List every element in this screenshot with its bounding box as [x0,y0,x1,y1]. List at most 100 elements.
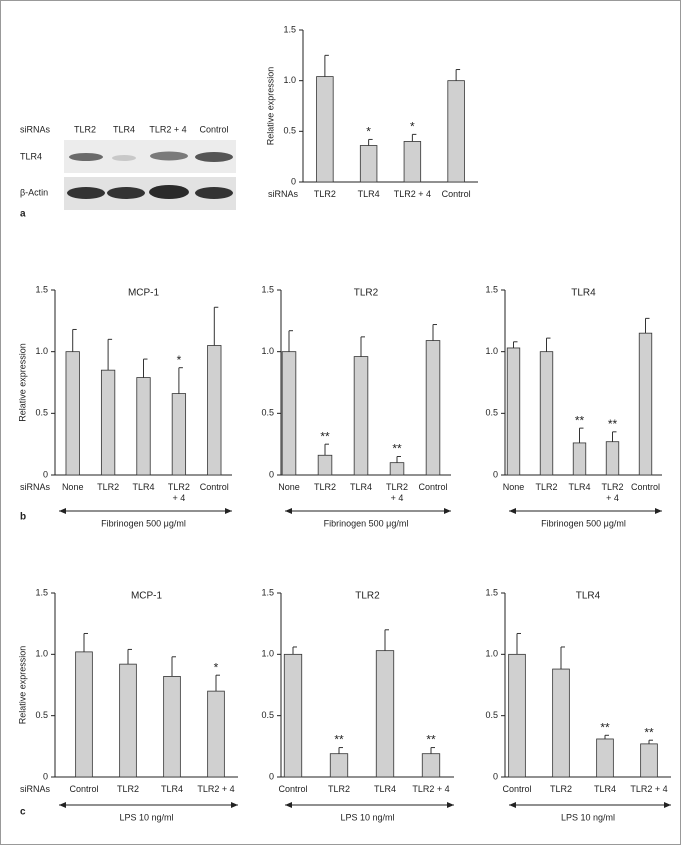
significance-mark: ** [334,733,344,747]
blot-band [150,151,188,161]
blot-lane-label: Control [199,124,228,134]
significance-mark: * [366,125,371,139]
significance-mark: ** [392,442,402,456]
blot-lane-label: TLR4 [113,124,135,134]
significance-mark: ** [644,725,654,739]
bar [207,690,225,778]
y-tick-label: 0 [493,469,498,479]
chart-title: MCP-1 [128,288,160,299]
bar [421,753,441,778]
bar [572,442,587,476]
chart-title: TLR4 [576,591,601,602]
y-tick-label: 1.0 [261,649,274,659]
y-tick-label: 0 [493,771,498,781]
y-tick-label: 0.5 [261,710,274,720]
y-tick-label: 0 [43,771,48,781]
blot-lane-label: TLR2 + 4 [149,124,186,134]
significance-mark: * [214,660,219,674]
bar [539,351,554,476]
y-tick-label: 0.5 [485,710,498,720]
significance-mark: ** [575,413,585,427]
bar [171,393,187,476]
y-tick-label: 0.5 [283,126,296,136]
y-tick-label: 1.5 [35,284,48,294]
bar [283,653,303,778]
bar [596,738,614,778]
significance-mark: * [177,353,182,367]
bar [136,377,151,476]
bar [119,663,137,778]
bar [375,650,395,778]
blot-lane-label: TLR2 [74,124,96,134]
blot-band [195,187,233,199]
y-tick-label: 0.5 [261,408,274,418]
bar [353,356,369,476]
western-blot [64,140,236,210]
bar [163,676,181,778]
y-tick-label: 1.5 [485,587,498,597]
bar [403,141,422,183]
y-axis-label: Relative expression [265,67,275,146]
y-tick-label: 1.5 [283,24,296,34]
blot-band [112,155,136,161]
y-tick-label: 0 [269,469,274,479]
treatment-label: Fibrinogen 500 μg/ml [101,518,186,528]
panel-letter: a [20,209,26,220]
treatment-label: LPS 10 ng/ml [561,812,615,822]
bar [317,454,333,476]
blot-protein-label: β-Actin [20,187,48,197]
bar [508,653,526,778]
bar [316,76,334,183]
bar [329,753,349,778]
significance-mark: * [410,120,415,134]
y-tick-label: 0 [269,771,274,781]
y-tick-label: 0.5 [35,408,48,418]
chart-title: MCP-1 [131,591,163,602]
blot-band [149,185,189,199]
y-tick-label: 1.0 [485,346,498,356]
y-tick-label: 0.5 [35,710,48,720]
treatment-label: LPS 10 ng/ml [119,812,173,822]
y-tick-label: 1.0 [35,649,48,659]
y-tick-label: 1.0 [283,75,296,85]
bar [75,651,93,778]
chart-title: TLR2 [355,591,380,602]
y-axis-label: Relative expression [17,646,27,725]
treatment-label: Fibrinogen 500 μg/ml [541,518,626,528]
bar [605,441,620,476]
bar [506,347,521,476]
bar [552,668,570,778]
bar [638,332,653,476]
y-tick-label: 0 [43,469,48,479]
chart-title: TLR2 [354,288,379,299]
bar [389,462,405,476]
y-axis-label: Relative expression [17,343,27,422]
bar [425,340,441,476]
y-tick-label: 1.5 [261,587,274,597]
bar [281,351,297,476]
y-tick-label: 1.5 [261,284,274,294]
bar [207,345,222,476]
bar [65,351,80,476]
chart-title: TLR4 [571,288,596,299]
blot-band [195,152,233,162]
blot-band [67,187,105,199]
y-tick-label: 1.5 [485,284,498,294]
significance-mark: ** [608,417,618,431]
y-tick-label: 1.0 [485,649,498,659]
panel-letter: b [20,512,26,523]
bar [100,369,116,476]
treatment-label: LPS 10 ng/ml [340,812,394,822]
significance-mark: ** [426,733,436,747]
bar [359,145,378,183]
y-tick-label: 1.5 [35,587,48,597]
blot-protein-label: TLR4 [20,151,42,161]
treatment-label: Fibrinogen 500 μg/ml [324,518,409,528]
significance-mark: ** [320,429,330,443]
bar [447,80,465,183]
blot-row-label: siRNAs [20,124,51,134]
y-tick-label: 1.0 [35,346,48,356]
bar [640,743,658,778]
y-tick-label: 1.0 [261,346,274,356]
